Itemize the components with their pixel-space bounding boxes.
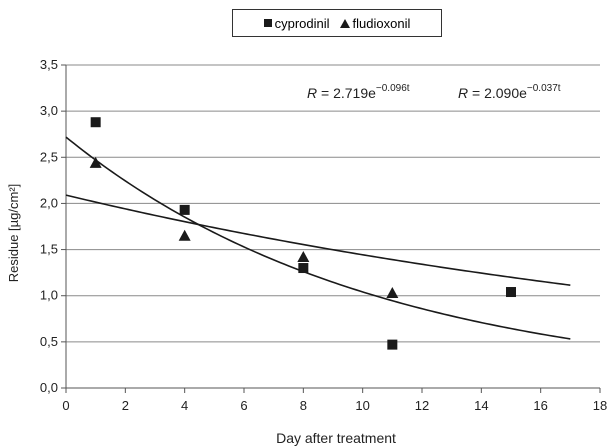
legend-label-cyprodinil: cyprodinil	[274, 15, 330, 31]
legend-item-cyprodinil: cyprodinil	[263, 15, 330, 31]
fit-curve-cyprodinil	[65, 136, 571, 340]
y-tick-label: 2,5	[40, 149, 58, 164]
point-fludioxonil	[89, 156, 102, 168]
equation-annotation: R = 2.719e−0.096t	[307, 83, 410, 101]
point-cyprodinil	[506, 287, 516, 298]
x-tick-label: 12	[415, 398, 429, 413]
point-cyprodinil	[179, 204, 190, 215]
fit-curve-fludioxonil	[65, 194, 571, 286]
axes	[61, 64, 601, 393]
triangle-marker-icon	[339, 18, 350, 28]
x-tick-label: 16	[533, 398, 547, 413]
data-points	[89, 117, 516, 350]
y-tick-label: 0,0	[40, 380, 58, 395]
point-cyprodinil	[298, 263, 309, 274]
x-tick-label: 0	[62, 398, 69, 413]
equation-annotation: R = 2.090e−0.037t	[458, 83, 561, 101]
legend: cyprodinil fludioxonil	[232, 9, 442, 37]
x-tick-label: 10	[355, 398, 369, 413]
tick-labels: 0,0 0,5 1,0 1,5 2,0 2,5 3,0 3,5 0 2 4 6 8 10 12 14 16 18	[40, 57, 607, 413]
x-tick-label: 14	[474, 398, 488, 413]
fit-curves	[65, 136, 571, 340]
grid-lines	[66, 64, 600, 343]
point-fludioxonil	[386, 286, 399, 298]
point-cyprodinil	[90, 117, 101, 128]
y-axis-label: Residue [µg/cm²]	[6, 184, 21, 283]
legend-item-fludioxonil: fludioxonil	[339, 15, 411, 31]
y-tick-label: 2,0	[40, 195, 58, 210]
square-marker-icon	[263, 19, 272, 27]
y-tick-label: 1,5	[40, 242, 58, 257]
x-tick-label: 4	[181, 398, 188, 413]
legend-label-fludioxonil: fludioxonil	[352, 15, 411, 31]
x-tick-label: 8	[300, 398, 307, 413]
point-fludioxonil	[178, 229, 191, 241]
x-tick-label: 2	[122, 398, 129, 413]
y-tick-label: 3,5	[40, 57, 58, 72]
point-cyprodinil	[387, 339, 398, 350]
equation-annotations: R = 2.719e−0.096t R = 2.090e−0.037t	[307, 83, 561, 101]
y-tick-label: 0,5	[40, 334, 58, 349]
y-tick-label: 3,0	[40, 103, 58, 118]
y-tick-label: 1,0	[40, 288, 58, 303]
x-tick-label: 6	[240, 398, 247, 413]
point-fludioxonil	[297, 250, 310, 262]
x-axis-label: Day after treatment	[276, 430, 396, 446]
x-tick-label: 18	[593, 398, 607, 413]
